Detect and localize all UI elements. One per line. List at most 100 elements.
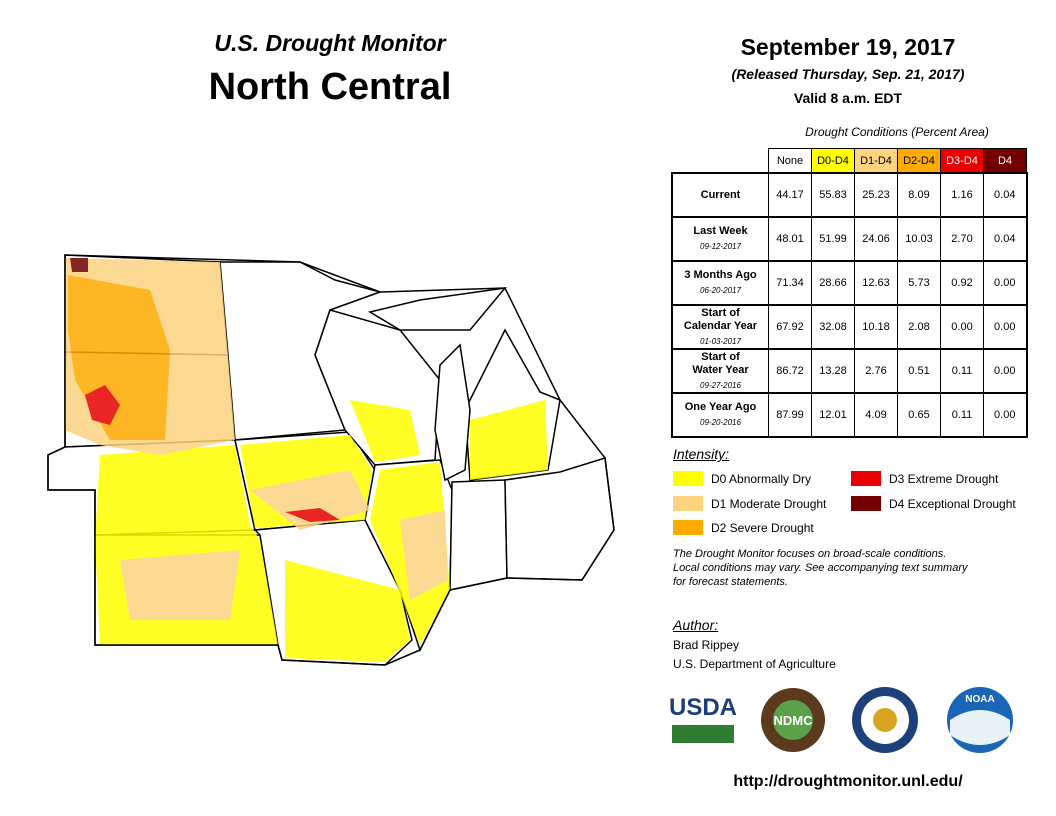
cell-value: 86.72 <box>768 348 812 394</box>
d1-area <box>400 510 448 600</box>
author-name: Brad Rippey <box>673 638 740 652</box>
cell-value: 28.66 <box>811 260 855 306</box>
cell-value: 55.83 <box>811 172 855 218</box>
author-org: U.S. Department of Agriculture <box>673 657 836 671</box>
cell-value: 4.09 <box>854 392 898 438</box>
table-row: Start of Water Year 09-27-2016 86.72 13.28 2.… <box>671 348 1027 394</box>
cell-value: 8.09 <box>897 172 941 218</box>
note-line: for forecast statements. <box>673 576 788 588</box>
cell-value: 0.00 <box>983 304 1027 350</box>
author-title: Author: <box>673 617 719 633</box>
d4-area <box>70 258 88 272</box>
note-line: Local conditions may vary. See accompany… <box>673 562 968 574</box>
d3-area <box>85 385 120 425</box>
table: None D0-D4 D1-D4 D2-D4 D3-D4 D4 Current 44.17 55… <box>671 148 1028 438</box>
note: The Drought Monitor focuses on broad-sca… <box>673 547 967 589</box>
cell-value: 24.06 <box>854 216 898 262</box>
cell-value: 51.99 <box>811 216 855 262</box>
cell-value: 10.03 <box>897 216 941 262</box>
cell-value: 87.99 <box>768 392 812 438</box>
column-header: D0-D4 <box>811 148 855 174</box>
table-row: One Year Ago 09-20-2016 87.99 12.01 4.09 0.65… <box>671 392 1027 438</box>
row-label-line: 3 Months Ago <box>684 269 757 281</box>
legend-item: D1 Moderate Drought <box>673 496 826 511</box>
cell-value: 0.11 <box>940 392 984 438</box>
row-label-line: Calendar Year <box>683 319 758 332</box>
cell-value: 71.34 <box>768 260 812 306</box>
legend-swatch <box>851 496 881 511</box>
cell-value: 13.28 <box>811 348 855 394</box>
date: September 19, 2017 <box>740 34 956 60</box>
column-header: D1-D4 <box>854 148 898 174</box>
logo-usda-field <box>672 725 734 743</box>
logos: USDA NDMC NOAA <box>669 687 1013 753</box>
row-label: 3 Months Ago 06-20-2017 <box>671 260 769 306</box>
cell-value: 32.08 <box>811 304 855 350</box>
map <box>47 254 615 666</box>
row-date: 09-27-2016 <box>700 380 741 390</box>
state <box>449 479 508 591</box>
d3-area <box>285 508 340 522</box>
title: U.S. Drought Monitor <box>214 30 446 56</box>
borders <box>47 254 615 666</box>
legend-label: D1 Moderate Drought <box>711 496 827 511</box>
cell-value: 0.00 <box>940 304 984 350</box>
released: (Released Thursday, Sep. 21, 2017) <box>731 66 965 82</box>
table-row: Last Week 09-12-2017 48.01 51.99 24.06 10.03 2… <box>671 216 1027 262</box>
state <box>504 457 615 581</box>
outline <box>47 254 615 666</box>
legend-item: D3 Extreme Drought <box>851 471 998 486</box>
d0-area <box>350 400 420 462</box>
column-header: D3-D4 <box>940 148 984 174</box>
legend-label: D0 Abnormally Dry <box>711 471 812 486</box>
url[interactable]: http://droughtmonitor.unl.edu/ <box>733 773 963 790</box>
row-label: Last Week 09-12-2017 <box>671 216 769 262</box>
d1-area <box>120 550 240 620</box>
cell-value: 0.11 <box>940 348 984 394</box>
row-date: 01-03-2017 <box>700 336 741 346</box>
column-header: D2-D4 <box>897 148 941 174</box>
cell-value: 2.76 <box>854 348 898 394</box>
logo-ndmc-inner <box>773 700 813 740</box>
legend-label: D4 Exceptional Drought <box>889 496 1016 511</box>
legend-item: D4 Exceptional Drought <box>851 496 1016 511</box>
row-date: 09-12-2017 <box>700 242 741 251</box>
logo-commerce-eagle <box>873 708 897 732</box>
table-row: Start of Calendar Year 01-03-2017 67.92 32.0… <box>671 304 1027 350</box>
cell-value: 0.00 <box>983 348 1027 394</box>
cell-value: 0.00 <box>983 260 1027 306</box>
drought-areas <box>65 258 548 662</box>
cell-value: 0.65 <box>897 392 941 438</box>
table-row: 3 Months Ago 06-20-2017 71.34 28.66 12.63 5.7… <box>671 260 1027 306</box>
legend-item: D2 Severe Drought <box>673 520 814 535</box>
column-header: D4 <box>983 148 1027 174</box>
row-label: Current <box>671 172 769 218</box>
cell-value: 1.16 <box>940 172 984 218</box>
d1-area <box>250 470 370 530</box>
legend-label: D2 Severe Drought <box>711 520 814 535</box>
cell-value: 2.08 <box>897 304 941 350</box>
cell-value: 5.73 <box>897 260 941 306</box>
legend-item: D0 Abnormally Dry <box>673 471 811 486</box>
cell-value: 0.00 <box>983 392 1027 438</box>
note-line: The Drought Monitor focuses on broad-sca… <box>673 548 947 560</box>
row-label: Start of Water Year 09-27-2016 <box>671 348 769 394</box>
row-label: One Year Ago 09-20-2016 <box>671 392 769 438</box>
cell-value: 12.01 <box>811 392 855 438</box>
table-caption: Drought Conditions (Percent Area) <box>805 125 989 139</box>
legend-label: D3 Extreme Drought <box>889 471 999 486</box>
region: North Central <box>208 66 452 108</box>
cell-value: 2.70 <box>940 216 984 262</box>
row-label-line: Current <box>700 188 741 201</box>
logo-usda: USDA <box>669 694 737 721</box>
cell-value: 12.63 <box>854 260 898 306</box>
cell-value: 0.04 <box>983 216 1027 262</box>
cell-value: 0.51 <box>897 348 941 394</box>
cell-value: 0.04 <box>983 172 1027 218</box>
legend-title: Intensity: <box>673 446 730 462</box>
cell-value: 10.18 <box>854 304 898 350</box>
column-header: None <box>768 148 812 174</box>
logo-noaa-text: NOAA <box>965 694 994 705</box>
d0-area <box>470 400 548 480</box>
logo-noaa-wave <box>950 710 1010 745</box>
